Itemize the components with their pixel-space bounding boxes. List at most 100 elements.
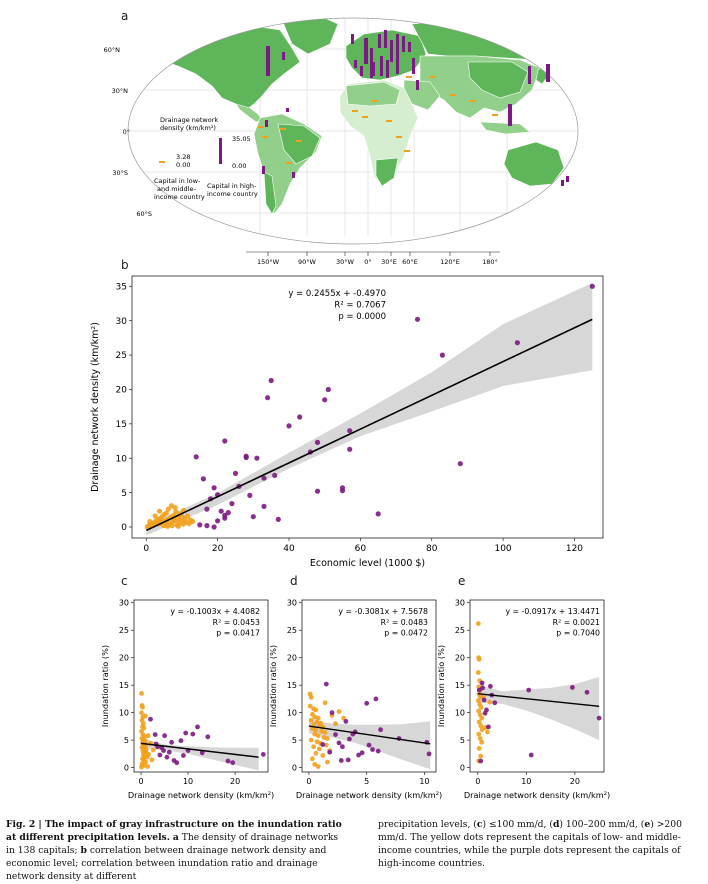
plot-frame <box>133 599 269 773</box>
legend-low-label-3: income country <box>154 193 205 201</box>
y-tick-label: 10 <box>455 708 465 717</box>
bar-reykjavik <box>351 34 354 44</box>
x-tick-label: 100 <box>494 544 511 554</box>
regression-equation: y = -0.3081x + 7.5678 <box>338 607 428 616</box>
low-marker <box>492 114 498 116</box>
low-income-point <box>320 753 326 758</box>
high-income-point <box>152 732 158 737</box>
caption-text-3: precipitation levels, ( <box>378 819 477 830</box>
bar-kuwait <box>412 58 415 74</box>
low-income-point <box>316 746 322 752</box>
x-axis-label: Economic level (1000 $) <box>310 558 425 569</box>
p-value: p = 0.7040 <box>556 629 600 638</box>
low-income-point <box>139 691 144 696</box>
high-income-point <box>222 515 228 521</box>
low-income-point <box>165 523 171 529</box>
high-income-point <box>272 472 278 478</box>
high-income-point <box>486 724 491 730</box>
high-income-point <box>325 386 331 393</box>
bar-lisbon <box>354 60 357 68</box>
low-marker <box>386 120 392 122</box>
low-income-point <box>487 699 493 705</box>
caption-d: d <box>552 819 560 830</box>
high-income-point <box>338 758 344 763</box>
high-income-point <box>322 397 328 403</box>
high-income-point <box>426 751 432 757</box>
legend-low-label-1: Capital in low- <box>154 177 201 185</box>
low-marker <box>258 126 264 128</box>
high-income-point <box>232 470 239 476</box>
lon-label: 150°W <box>257 258 280 266</box>
x-tick-label: 0 <box>139 777 144 786</box>
high-income-point <box>166 749 172 755</box>
low-income-point <box>163 510 169 516</box>
bar-paris <box>370 48 373 78</box>
x-tick-label: 20 <box>212 544 224 554</box>
high-income-point <box>340 744 345 750</box>
caption-e: e <box>644 819 651 830</box>
high-income-point <box>250 514 256 520</box>
low-income-point <box>478 753 484 759</box>
low-income-point <box>478 723 484 729</box>
x-axis-label: Drainage network density (km/km²) <box>464 790 610 800</box>
high-income-point <box>157 752 163 758</box>
capital-low-markers <box>258 76 498 164</box>
y-tick-label: 15 <box>455 681 465 690</box>
lon-label: 30°E <box>381 258 397 266</box>
x-tick-label: 120 <box>566 544 583 554</box>
y-tick-label: 20 <box>116 386 128 396</box>
panel-c-letter: c <box>121 574 128 588</box>
y-tick-label: 0 <box>124 763 129 772</box>
high-income-point <box>225 510 231 516</box>
high-income-point <box>169 739 174 745</box>
bar-riyadh <box>416 80 419 90</box>
high-income-point <box>181 753 186 758</box>
high-income-point <box>478 758 484 764</box>
low-income-point <box>165 506 171 512</box>
low-income-point <box>152 513 158 519</box>
high-income-point <box>347 446 353 452</box>
low-income-point <box>139 710 144 716</box>
high-income-point <box>195 724 200 730</box>
bar-berlin <box>390 40 393 62</box>
low-marker <box>430 76 436 78</box>
y-tick-label: 30 <box>287 599 297 608</box>
low-income-point <box>161 523 167 529</box>
regression-line <box>308 725 431 745</box>
low-income-point <box>308 717 314 723</box>
low-income-point <box>173 509 179 515</box>
high-income-point <box>481 697 487 703</box>
high-income-point <box>327 749 333 755</box>
r-squared: R² = 0.0453 <box>213 618 260 627</box>
caption-text-1: The density of drainage networks in 138 … <box>6 832 339 856</box>
high-income-point <box>479 680 485 686</box>
bar-warsaw <box>396 34 399 62</box>
bar-stockholm <box>384 30 387 48</box>
high-income-point <box>375 748 381 754</box>
low-income-point <box>479 739 485 745</box>
y-tick-label: 20 <box>455 653 465 662</box>
x-tick-label: 0 <box>143 544 149 554</box>
high-income-point <box>183 730 189 736</box>
high-income-point <box>314 488 321 494</box>
high-income-point <box>204 506 210 512</box>
lon-label: 90°W <box>298 258 317 266</box>
panel-a-letter: a <box>121 9 129 23</box>
low-income-point <box>145 733 151 739</box>
low-income-point <box>147 518 153 525</box>
scatter-chart-c: 0 10 20 0 5 10 15 20 25 30 Drainage network densit… <box>100 599 274 800</box>
x-tick-label: 20 <box>230 777 240 786</box>
high-income-point <box>373 696 379 702</box>
x-tick-label: 10 <box>183 777 193 786</box>
low-income-point <box>478 704 484 710</box>
high-income-point <box>178 738 184 744</box>
high-income-point <box>261 503 267 509</box>
high-income-point <box>323 681 329 687</box>
land-indonesia <box>479 121 531 135</box>
regression-equation: y = 0.2455x + -0.4970 <box>288 289 386 299</box>
x-tick-label: 60 <box>355 544 367 554</box>
low-income-point <box>308 694 314 700</box>
legend-low-max: 3.28 <box>176 153 190 161</box>
high-income-point <box>200 476 206 482</box>
low-income-point <box>476 731 482 737</box>
